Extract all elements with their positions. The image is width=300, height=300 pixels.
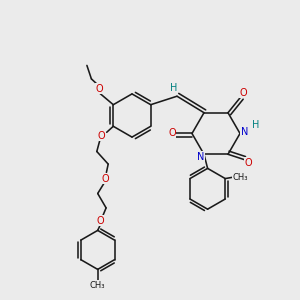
Text: CH₃: CH₃: [232, 172, 248, 182]
Text: O: O: [96, 84, 103, 94]
Text: CH₃: CH₃: [90, 280, 105, 290]
Text: H: H: [252, 120, 259, 130]
Text: O: O: [101, 173, 109, 184]
Text: O: O: [97, 215, 104, 226]
Text: H: H: [170, 83, 178, 93]
Text: O: O: [244, 158, 252, 168]
Text: N: N: [241, 127, 248, 137]
Text: O: O: [98, 131, 105, 141]
Text: N: N: [197, 152, 204, 162]
Text: O: O: [168, 128, 176, 139]
Text: O: O: [239, 88, 247, 98]
